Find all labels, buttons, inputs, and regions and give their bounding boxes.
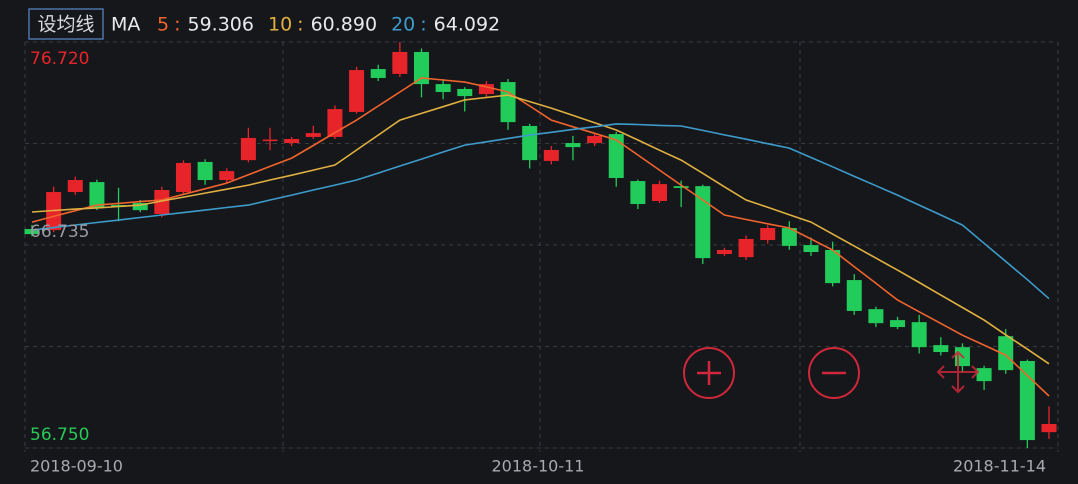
plot: 2018-09-10 2018-10-11 2018-11-14 56.750 66.7… <box>24 41 1058 476</box>
candle-body <box>24 229 40 235</box>
candle-body <box>543 149 559 161</box>
candle-body <box>738 239 754 258</box>
y-tick-label: 56.750 <box>30 425 89 445</box>
candle-body <box>370 69 386 78</box>
candle-body <box>998 336 1014 371</box>
candle-body <box>890 320 906 328</box>
legend-separator: : <box>297 14 303 36</box>
move-button[interactable] <box>936 350 980 394</box>
candle-body <box>587 135 603 144</box>
legend-name: 5 <box>157 14 169 36</box>
candle-body <box>154 190 170 214</box>
candle-body <box>305 133 321 137</box>
ma-button-frame[interactable] <box>28 8 104 40</box>
candle-body <box>89 182 105 209</box>
y-tick-label: 76.720 <box>30 49 89 69</box>
candle-body <box>565 143 581 148</box>
candle-body <box>976 368 992 382</box>
legend-value: 60.890 <box>311 14 377 36</box>
candle-body <box>760 228 776 241</box>
candle-body <box>781 228 797 246</box>
candle-body <box>413 51 429 85</box>
legend-value: 64.092 <box>434 14 500 36</box>
x-tick-label: 2018-09-10 <box>30 457 123 476</box>
legend-name: 20 <box>391 14 415 36</box>
candle-body <box>608 134 624 179</box>
candle-body <box>630 181 646 205</box>
candle-body <box>825 249 841 284</box>
candle-body <box>392 51 408 74</box>
ma-line <box>31 77 1050 397</box>
candle-body <box>1019 360 1035 441</box>
candle-body <box>67 180 83 193</box>
candle-body <box>262 139 278 142</box>
candle-body <box>197 161 213 181</box>
candle-body <box>911 322 927 348</box>
candle-body <box>478 84 494 95</box>
candle-body <box>435 84 451 93</box>
candle-body <box>284 138 300 144</box>
candle-body <box>652 184 668 201</box>
legend: 5:59.306 10:60.890 20:64.092 <box>157 14 500 36</box>
candle-body <box>868 309 884 324</box>
candle-body <box>695 186 711 259</box>
legend-value: 59.306 <box>188 14 254 36</box>
candle-body <box>803 245 819 253</box>
candle-body <box>500 82 516 123</box>
candle-body <box>933 345 949 353</box>
candle-body <box>1041 424 1057 433</box>
zoom-in-button[interactable] <box>683 347 735 399</box>
ma-button[interactable]: 设均线 <box>37 14 94 36</box>
ma-line <box>31 94 1050 365</box>
candle-body <box>716 249 732 255</box>
ma-line <box>31 123 1050 300</box>
legend-separator: : <box>420 14 426 36</box>
candle-body <box>457 88 473 97</box>
x-tick-label: 2018-11-14 <box>953 457 1046 476</box>
x-tick-label: 2018-10-11 <box>492 457 585 476</box>
candle-body <box>846 280 862 311</box>
candle-body <box>673 186 689 188</box>
candle-body <box>132 203 148 211</box>
legend-separator: : <box>174 14 180 36</box>
candle-body <box>219 171 235 181</box>
candle-body <box>240 137 256 161</box>
ma-label: MA <box>111 14 140 36</box>
candle-body <box>522 125 538 161</box>
candle-body <box>349 70 365 112</box>
candle-body <box>175 162 191 193</box>
zoom-out-button[interactable] <box>808 347 860 399</box>
legend-name: 10 <box>268 14 292 36</box>
y-tick-label: 66.735 <box>30 222 89 242</box>
